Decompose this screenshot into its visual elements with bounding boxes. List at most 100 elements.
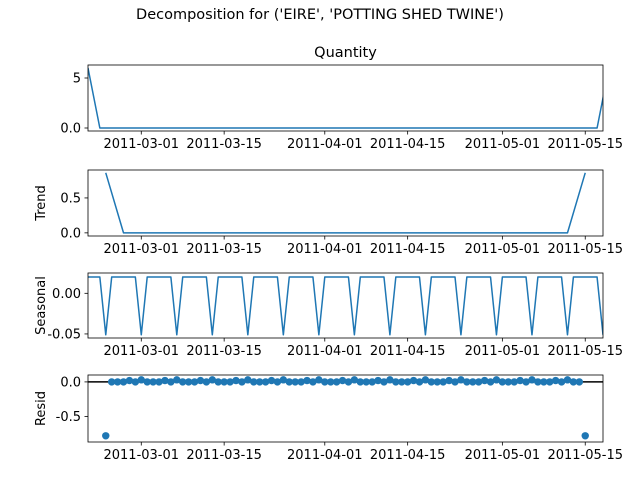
data-point (522, 378, 530, 386)
data-point (119, 378, 128, 386)
data-point (107, 378, 116, 386)
data-point (179, 378, 187, 386)
data-point (309, 378, 317, 386)
y-tick-label: 5 (73, 72, 81, 87)
data-point (297, 378, 305, 386)
data-point (315, 376, 323, 384)
y-axis-label: Seasonal (34, 276, 49, 335)
data-point (190, 378, 199, 386)
data-point (350, 376, 359, 384)
x-tick-label: 2011-03-15 (186, 242, 262, 257)
x-tick-label: 2011-03-01 (103, 137, 179, 152)
x-tick-label: 2011-03-15 (186, 137, 262, 152)
data-point (457, 376, 465, 384)
data-point (291, 378, 299, 386)
data-point (261, 378, 270, 386)
data-point (368, 378, 376, 386)
x-tick-label: 2011-04-01 (287, 242, 363, 257)
data-point (214, 378, 222, 386)
panel-title: Quantity (314, 45, 377, 61)
x-tick-label: 2011-04-01 (287, 137, 363, 152)
data-point (238, 378, 246, 386)
axes-frame (87, 64, 604, 132)
data-point (250, 378, 258, 386)
data-point (125, 376, 134, 385)
data-point (510, 378, 518, 386)
y-tick-label: 0.0 (60, 226, 81, 241)
data-point (232, 376, 240, 385)
data-point (433, 378, 441, 386)
x-tick-label: 2011-03-15 (186, 344, 262, 359)
data-point (551, 376, 560, 385)
x-tick-label: 2011-03-01 (103, 344, 179, 359)
x-tick-label: 2011-05-15 (547, 344, 623, 359)
plot-area (88, 67, 603, 129)
series-line (88, 276, 603, 336)
y-tick-label: -0.5 (56, 410, 81, 425)
data-point (392, 378, 400, 386)
data-point (137, 376, 145, 384)
x-tick-label: 2011-03-01 (103, 448, 179, 463)
data-point (285, 378, 293, 386)
x-tick-label: 2011-04-15 (370, 448, 446, 463)
axes-frame (87, 169, 604, 237)
figure-title: Decomposition for ('EIRE', 'POTTING SHED… (136, 7, 504, 23)
data-point (303, 376, 311, 385)
data-point (196, 376, 205, 385)
data-point (374, 376, 382, 385)
data-point (427, 378, 436, 386)
data-point (415, 378, 424, 386)
x-tick-label: 2011-04-15 (370, 137, 446, 152)
data-point (332, 378, 341, 386)
x-tick-label: 2011-03-01 (103, 242, 179, 257)
data-point (155, 378, 163, 386)
data-point (273, 378, 282, 386)
y-tick-label: 0.0 (60, 375, 81, 390)
data-point (208, 376, 217, 384)
axes-frame (87, 272, 604, 339)
data-point (581, 432, 589, 440)
data-point (255, 378, 264, 386)
data-point (398, 378, 406, 386)
y-tick-label: 0.5 (60, 191, 81, 206)
data-point (173, 376, 181, 384)
x-tick-label: 2011-04-01 (287, 448, 363, 463)
data-point (226, 378, 234, 386)
x-tick-label: 2011-05-15 (547, 448, 623, 463)
data-point (113, 378, 122, 386)
x-tick-label: 2011-05-01 (465, 344, 541, 359)
data-point (244, 376, 252, 384)
data-point (321, 378, 329, 386)
data-point (202, 378, 211, 386)
x-tick-label: 2011-05-15 (547, 242, 623, 257)
series-line (105, 172, 586, 234)
data-point (380, 378, 388, 386)
data-point (167, 378, 175, 386)
data-point (327, 378, 335, 386)
plot-area (88, 276, 603, 336)
data-point (516, 376, 524, 385)
x-tick-label: 2011-03-15 (186, 448, 262, 463)
data-point (403, 378, 412, 386)
plot-area (105, 172, 586, 234)
data-point (563, 376, 572, 384)
data-point (267, 376, 276, 385)
x-tick-label: 2011-04-15 (370, 242, 446, 257)
panel-seasonal: 2011-03-01 2011-03-15 2011-04-01 2011-04-15… (34, 272, 623, 359)
data-point (540, 378, 548, 386)
data-point (220, 378, 228, 386)
data-point (149, 378, 157, 386)
data-point (439, 378, 447, 386)
panel-trend: 2011-03-01 2011-03-15 2011-04-01 2011-04-15… (34, 169, 623, 257)
data-point (131, 378, 140, 386)
data-point (279, 376, 288, 384)
data-point (469, 378, 477, 386)
data-point (498, 378, 507, 386)
x-tick-label: 2011-05-01 (465, 448, 541, 463)
data-point (504, 378, 512, 386)
x-tick-label: 2011-05-01 (465, 137, 541, 152)
data-point (546, 378, 554, 386)
data-point (338, 376, 347, 385)
y-tick-label: 0.0 (60, 122, 81, 137)
